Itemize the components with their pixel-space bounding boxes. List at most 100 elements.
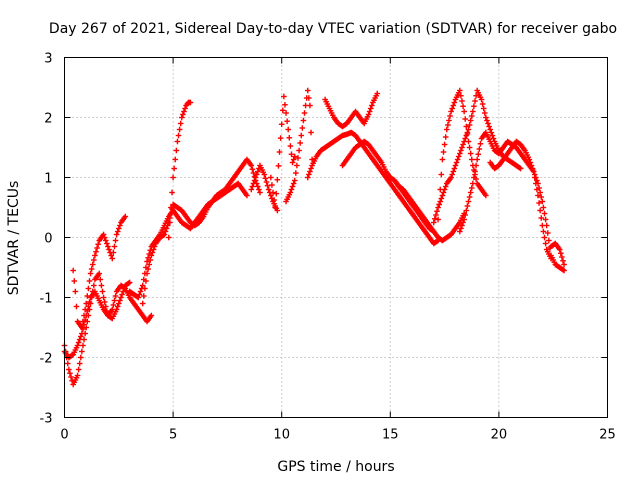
data-point: [473, 162, 479, 169]
series-sat-l: [339, 138, 437, 235]
data-point: [82, 306, 88, 313]
data-point: [249, 183, 256, 190]
data-point: [139, 282, 146, 289]
data-point: [169, 189, 175, 196]
series-sat-c: [70, 213, 129, 331]
data-point: [534, 186, 540, 193]
data-point: [76, 336, 83, 343]
data-point: [257, 189, 263, 196]
data-point: [265, 186, 272, 193]
series-sat-e: [139, 156, 263, 307]
data-point: [434, 238, 440, 245]
x-tick-label: 15: [382, 428, 399, 443]
data-point: [448, 108, 454, 115]
data-point: [438, 195, 445, 202]
data-point: [113, 231, 120, 238]
data-point: [459, 222, 465, 229]
data-point: [300, 117, 307, 124]
data-point: [472, 98, 478, 104]
data-point: [517, 165, 524, 172]
data-point: [457, 87, 463, 94]
data-point: [69, 352, 75, 359]
data-point: [462, 116, 469, 122]
data-point: [559, 254, 565, 260]
data-point: [488, 129, 495, 136]
data-point: [466, 122, 473, 128]
data-point: [481, 110, 488, 116]
data-point: [99, 288, 106, 295]
data-point: [528, 162, 535, 169]
data-point: [145, 266, 151, 272]
data-point: [251, 177, 258, 184]
data-point: [366, 108, 373, 115]
data-point: [443, 126, 450, 133]
data-point: [117, 297, 123, 304]
data-point: [182, 105, 188, 112]
data-point: [467, 117, 474, 124]
data-point: [561, 267, 567, 274]
x-tick-label: 5: [169, 428, 177, 443]
data-point: [165, 234, 172, 241]
data-point: [291, 153, 298, 160]
data-point: [293, 170, 299, 176]
data-point: [281, 93, 287, 100]
series-sat-g: [248, 162, 281, 214]
data-point: [472, 168, 478, 175]
data-point: [147, 257, 154, 263]
data-point: [535, 192, 541, 199]
data-point: [87, 270, 94, 277]
data-point: [98, 282, 105, 289]
data-point: [73, 303, 80, 310]
data-point: [556, 246, 563, 253]
data-point: [100, 231, 107, 238]
data-point: [249, 166, 256, 173]
data-point: [143, 278, 149, 284]
data-point: [74, 372, 81, 379]
data-point: [286, 134, 293, 141]
data-point: [461, 216, 467, 223]
x-tick-label: 25: [599, 428, 616, 443]
data-point: [285, 126, 292, 133]
data-point: [109, 255, 116, 262]
data-point: [437, 186, 444, 193]
data-point: [66, 366, 72, 373]
data-point: [111, 243, 118, 250]
data-point: [67, 370, 73, 377]
data-point: [116, 300, 122, 307]
data-point: [171, 165, 177, 172]
data-point: [262, 175, 269, 182]
data-point: [558, 250, 564, 257]
data-point: [291, 177, 298, 184]
data-point: [477, 140, 484, 147]
data-point: [89, 261, 96, 268]
data-point: [468, 156, 475, 163]
data-point: [75, 366, 82, 373]
data-point: [480, 105, 487, 112]
data-point: [256, 186, 262, 193]
data-point: [181, 108, 187, 115]
data-point: [458, 92, 464, 99]
data-point: [459, 98, 465, 104]
data-point: [463, 207, 470, 214]
data-point: [272, 204, 278, 211]
data-point: [95, 241, 101, 248]
data-point: [464, 203, 471, 209]
axis-ticks: 0 5 10 15 20 25 -3 -2 -1 0 1 2 3: [40, 52, 616, 443]
data-points: [61, 87, 567, 388]
grid-lines: [64, 57, 608, 418]
data-point: [471, 174, 477, 181]
data-point: [120, 288, 126, 295]
data-point: [476, 146, 483, 152]
data-point: [287, 143, 294, 149]
data-point: [80, 342, 86, 349]
data-point: [167, 219, 173, 226]
data-point: [530, 168, 537, 175]
data-point: [451, 165, 458, 172]
data-point: [174, 138, 181, 145]
data-point: [106, 246, 112, 253]
data-point: [176, 126, 183, 133]
data-point: [148, 312, 155, 319]
data-point: [102, 237, 109, 244]
data-point: [289, 183, 296, 190]
